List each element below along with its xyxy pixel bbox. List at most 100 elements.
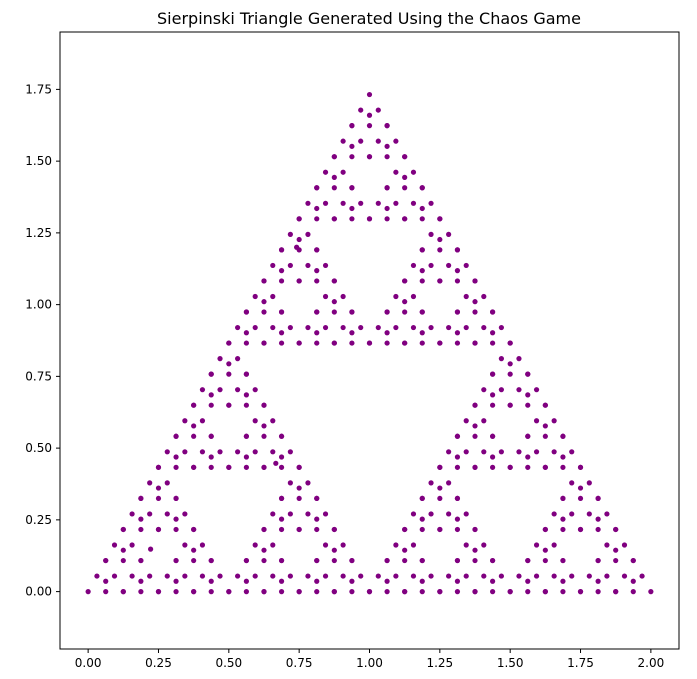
data-point xyxy=(604,542,610,548)
data-point xyxy=(498,324,504,331)
data-point xyxy=(525,402,531,408)
data-point xyxy=(595,578,601,584)
data-point xyxy=(235,449,241,455)
data-point xyxy=(542,526,548,533)
data-point xyxy=(454,516,461,522)
data-point xyxy=(533,387,540,393)
data-point xyxy=(331,174,337,180)
data-point xyxy=(199,387,206,393)
data-point xyxy=(437,526,443,533)
data-point xyxy=(463,418,469,424)
data-point xyxy=(481,449,487,455)
data-point xyxy=(322,324,329,331)
data-point xyxy=(437,495,443,502)
data-point xyxy=(191,464,197,470)
data-point xyxy=(173,578,179,584)
data-point xyxy=(560,495,566,502)
data-point xyxy=(358,200,364,206)
data-point xyxy=(490,309,496,315)
data-point xyxy=(252,293,258,300)
x-axis: 0.00 0.25 0.50 0.75 1.00 1.25 1.50 1.75 2.00 xyxy=(75,649,664,670)
data-point xyxy=(613,557,619,564)
data-point xyxy=(569,511,575,517)
data-point xyxy=(138,589,144,595)
data-point xyxy=(243,330,249,336)
data-point xyxy=(103,578,109,584)
data-point xyxy=(446,573,452,579)
data-point xyxy=(454,464,461,470)
x-tick-label: 1.50 xyxy=(497,656,524,670)
data-point xyxy=(410,293,417,300)
data-point xyxy=(252,387,258,393)
data-point xyxy=(490,371,496,377)
data-point xyxy=(340,573,346,579)
chart-title: Sierpinski Triangle Generated Using the … xyxy=(157,9,581,28)
data-point xyxy=(393,169,399,175)
data-point xyxy=(243,578,249,584)
data-point xyxy=(208,402,214,408)
data-point xyxy=(525,464,531,470)
data-point xyxy=(366,216,373,222)
data-point xyxy=(191,557,197,564)
data-point xyxy=(542,557,548,564)
data-point xyxy=(243,557,249,564)
data-point xyxy=(340,293,346,300)
data-point xyxy=(410,511,417,517)
data-point xyxy=(507,340,513,346)
data-point xyxy=(155,495,162,502)
data-point xyxy=(577,485,584,491)
data-point xyxy=(533,418,540,424)
data-point xyxy=(243,454,249,460)
data-point xyxy=(384,154,390,160)
data-point xyxy=(294,244,300,250)
data-point xyxy=(173,557,179,564)
data-point xyxy=(490,454,496,460)
data-point xyxy=(560,454,566,460)
data-point xyxy=(419,268,425,274)
data-point xyxy=(226,464,232,470)
y-tick-label: 1.25 xyxy=(25,226,52,240)
data-point xyxy=(560,464,566,470)
data-point xyxy=(533,542,540,548)
data-point xyxy=(454,578,461,584)
data-point xyxy=(217,356,223,362)
data-point xyxy=(252,418,258,424)
data-point xyxy=(287,573,293,579)
data-point xyxy=(366,154,373,160)
x-tick-label: 0.75 xyxy=(286,656,313,670)
data-point xyxy=(419,278,425,284)
data-point xyxy=(226,340,232,346)
data-point xyxy=(208,454,214,460)
data-point xyxy=(542,464,548,470)
data-point xyxy=(278,526,285,533)
data-point xyxy=(120,557,126,564)
data-point xyxy=(243,433,249,439)
data-point xyxy=(393,293,399,300)
data-point xyxy=(120,547,126,553)
data-point xyxy=(586,573,592,579)
data-point xyxy=(402,154,408,160)
data-point xyxy=(182,573,188,579)
data-point xyxy=(569,480,575,486)
data-point xyxy=(366,340,373,346)
y-axis: 0.00 0.25 0.50 0.75 1.00 1.25 1.50 1.75 xyxy=(25,82,60,599)
data-point xyxy=(349,123,355,129)
data-point xyxy=(173,433,179,439)
data-point xyxy=(252,573,258,579)
data-point xyxy=(243,464,249,470)
data-point xyxy=(138,516,144,522)
data-point xyxy=(340,200,346,206)
data-point xyxy=(366,123,373,129)
data-point xyxy=(314,578,320,584)
data-point xyxy=(507,371,513,377)
data-point xyxy=(182,418,188,424)
data-point xyxy=(278,433,285,439)
data-point xyxy=(463,262,469,269)
data-point xyxy=(402,547,408,553)
data-point xyxy=(384,123,390,129)
data-point xyxy=(560,589,566,595)
data-point xyxy=(481,387,487,393)
data-point xyxy=(191,433,197,439)
data-point xyxy=(551,418,557,424)
data-point xyxy=(278,516,285,522)
